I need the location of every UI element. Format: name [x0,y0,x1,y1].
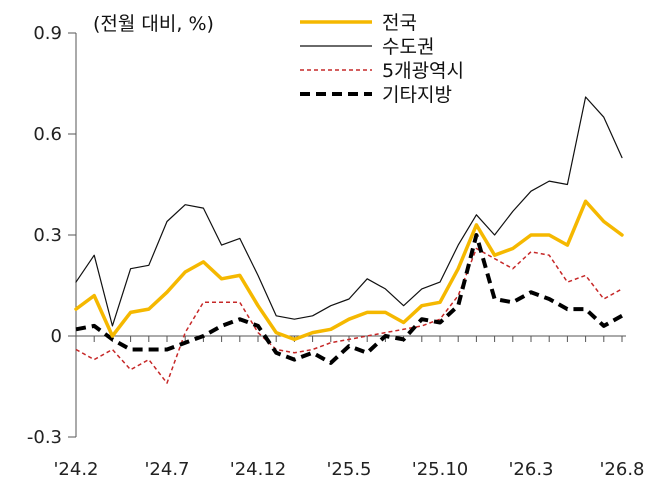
unit-label: (전월 대비, %) [93,13,214,35]
y-tick-label: 0 [51,326,62,347]
y-tick-label: -0.3 [27,427,62,448]
x-tick-label: '24.7 [144,459,189,480]
series-line-3 [75,233,623,365]
y-tick-label: 0.9 [33,23,62,44]
x-axis: '24.2 '24.7 '24.12 '25.5 '25.10 '26.3 '26.8 [53,335,645,480]
series-layer [74,96,624,384]
series-line-2 [75,247,623,384]
y-axis: 0.9 0.6 0.3 0 -0.3 [27,23,77,448]
x-tick-label: '24.12 [230,459,286,480]
series-line-1 [75,96,623,327]
legend-label-0: 전국 [382,12,417,34]
x-tick-label: '26.3 [508,459,553,480]
x-tick-label: '25.10 [412,459,468,480]
y-tick-label: 0.3 [33,225,62,246]
y-tick-label: 0.6 [33,124,62,145]
x-tick-label: '25.5 [326,459,371,480]
legend-label-1: 수도권 [382,36,434,58]
x-tick-label: '24.2 [53,459,98,480]
x-tick-label: '26.8 [599,459,644,480]
legend-label-2: 5개광역시 [382,60,464,82]
legend-label-3: 기타지방 [382,84,452,106]
series-line-0 [74,199,624,342]
